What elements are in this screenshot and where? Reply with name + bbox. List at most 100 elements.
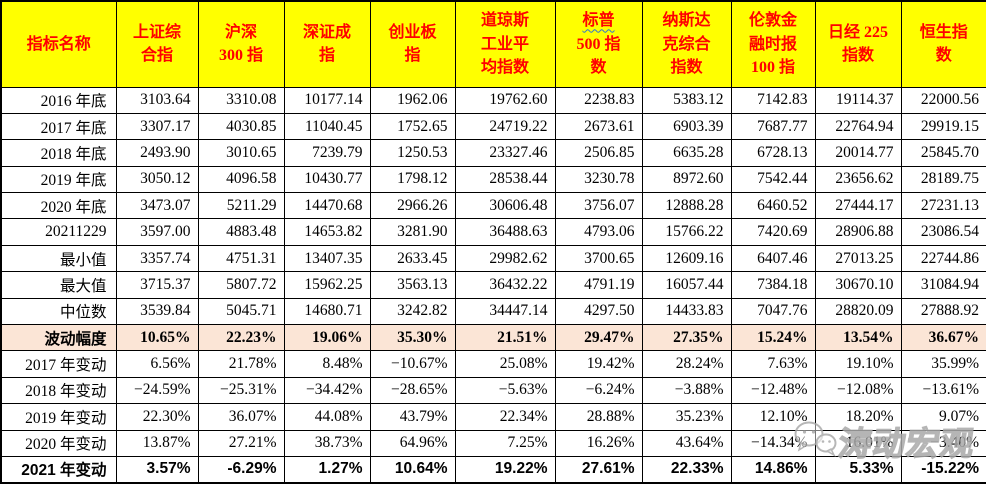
column-header-chinext: 创业板 指 bbox=[369, 0, 456, 88]
cell-chinext: 64.96% bbox=[369, 429, 456, 457]
cell-szse-component: 13407.35 bbox=[283, 244, 371, 273]
cell-dow-jones: 34447.14 bbox=[454, 297, 556, 326]
cell-nikkei-225: 19114.37 bbox=[814, 86, 902, 114]
cell-szse-component: 11040.45 bbox=[283, 112, 371, 141]
cell-sp-500: 27.61% bbox=[554, 455, 643, 484]
cell-szse-component: 10430.77 bbox=[283, 165, 371, 194]
cell-nikkei-225: 30670.10 bbox=[814, 271, 902, 299]
table-row: 波动幅度 10.65% 22.23% 19.06% 35.30% 21.51% 29.47%… bbox=[0, 324, 986, 352]
cell-chinext: −10.67% bbox=[369, 350, 456, 378]
cell-chinext: 3563.13 bbox=[369, 271, 456, 299]
cell-nasdaq: 14433.83 bbox=[641, 297, 732, 326]
table-row: 2018 年变动 −24.59% −25.31% −34.42% −28.65% −5.6… bbox=[0, 376, 986, 405]
cell-nikkei-225: 20014.77 bbox=[814, 139, 902, 167]
cell-nasdaq: −3.88% bbox=[641, 376, 732, 405]
cell-hang-seng: 36.67% bbox=[900, 324, 986, 352]
row-label: 2017 年变动 bbox=[0, 350, 117, 378]
cell-nikkei-225: 27013.25 bbox=[814, 244, 902, 273]
cell-sse-composite: 10.65% bbox=[115, 324, 199, 352]
cell-sp-500: 4793.06 bbox=[554, 218, 643, 246]
cell-dow-jones: 28538.44 bbox=[454, 165, 556, 194]
cell-szse-component: 38.73% bbox=[283, 429, 371, 457]
cell-ftse-100: −14.34% bbox=[730, 429, 816, 457]
table-row: 2020 年变动 13.87% 27.21% 38.73% 64.96% 7.25% 16.… bbox=[0, 429, 986, 457]
cell-csi-300: 5807.72 bbox=[197, 271, 285, 299]
row-label: 2020 年底 bbox=[0, 192, 117, 220]
cell-chinext: 1962.06 bbox=[369, 86, 456, 114]
cell-ftse-100: 6407.46 bbox=[730, 244, 816, 273]
column-header-label: 500 指 数 bbox=[576, 35, 621, 76]
cell-dow-jones: 21.51% bbox=[454, 324, 556, 352]
cell-sse-composite: 6.56% bbox=[115, 350, 199, 378]
corner-header: 指标名称 bbox=[0, 0, 117, 88]
cell-szse-component: 10177.14 bbox=[283, 86, 371, 114]
table-row: 中位数 3539.84 5045.71 14680.71 3242.82 34447.14… bbox=[0, 297, 986, 326]
cell-sse-composite: 13.87% bbox=[115, 429, 199, 457]
cell-hang-seng: 28189.75 bbox=[900, 165, 986, 194]
cell-ftse-100: 6460.52 bbox=[730, 192, 816, 220]
row-label: 2017 年底 bbox=[0, 112, 117, 141]
cell-chinext: 3242.82 bbox=[369, 297, 456, 326]
cell-dow-jones: 36432.22 bbox=[454, 271, 556, 299]
cell-sp-500: 29.47% bbox=[554, 324, 643, 352]
cell-nasdaq: 8972.60 bbox=[641, 165, 732, 194]
cell-csi-300: 3310.08 bbox=[197, 86, 285, 114]
cell-chinext: 2633.45 bbox=[369, 244, 456, 273]
column-header-dow-jones: 道琼斯 工业平 均指数 bbox=[454, 0, 556, 88]
cell-csi-300: 4030.85 bbox=[197, 112, 285, 141]
row-label: 2020 年变动 bbox=[0, 429, 117, 457]
cell-szse-component: 19.06% bbox=[283, 324, 371, 352]
cell-sse-composite: 3357.74 bbox=[115, 244, 199, 273]
cell-hang-seng: 22744.86 bbox=[900, 244, 986, 273]
cell-nikkei-225: 16.01% bbox=[814, 429, 902, 457]
cell-nikkei-225: 28906.88 bbox=[814, 218, 902, 246]
cell-ftse-100: 15.24% bbox=[730, 324, 816, 352]
cell-csi-300: 5045.71 bbox=[197, 297, 285, 326]
cell-nikkei-225: 5.33% bbox=[814, 455, 902, 484]
cell-szse-component: 14680.71 bbox=[283, 297, 371, 326]
cell-sse-composite: 3307.17 bbox=[115, 112, 199, 141]
column-header-csi-300: 沪深 300 指 bbox=[197, 0, 285, 88]
cell-csi-300: -6.29% bbox=[197, 455, 285, 484]
cell-sse-composite: −24.59% bbox=[115, 376, 199, 405]
row-label: 中位数 bbox=[0, 297, 117, 326]
cell-nasdaq: 12888.28 bbox=[641, 192, 732, 220]
row-label: 2016 年底 bbox=[0, 86, 117, 114]
cell-dow-jones: −5.63% bbox=[454, 376, 556, 405]
cell-dow-jones: 30606.48 bbox=[454, 192, 556, 220]
cell-chinext: 10.64% bbox=[369, 455, 456, 484]
cell-szse-component: 14653.82 bbox=[283, 218, 371, 246]
cell-hang-seng: 27231.13 bbox=[900, 192, 986, 220]
column-header-szse-component: 深证成 指 bbox=[283, 0, 371, 88]
cell-ftse-100: 7.63% bbox=[730, 350, 816, 378]
cell-sp-500: 3700.65 bbox=[554, 244, 643, 273]
cell-ftse-100: 7142.83 bbox=[730, 86, 816, 114]
cell-dow-jones: 25.08% bbox=[454, 350, 556, 378]
row-label: 2021 年变动 bbox=[0, 455, 117, 484]
column-header-ftse-100: 伦敦金 融时报 100 指 bbox=[730, 0, 816, 88]
cell-hang-seng: −3.40% bbox=[900, 429, 986, 457]
table-row: 2016 年底 3103.64 3310.08 10177.14 1962.06 1976… bbox=[0, 86, 986, 114]
cell-sp-500: 2673.61 bbox=[554, 112, 643, 141]
cell-nasdaq: 43.64% bbox=[641, 429, 732, 457]
cell-sp-500: 3230.78 bbox=[554, 165, 643, 194]
cell-ftse-100: 7384.18 bbox=[730, 271, 816, 299]
cell-csi-300: 22.23% bbox=[197, 324, 285, 352]
cell-nasdaq: 28.24% bbox=[641, 350, 732, 378]
cell-dow-jones: 19762.60 bbox=[454, 86, 556, 114]
cell-hang-seng: 22000.56 bbox=[900, 86, 986, 114]
table-row: 2021 年变动 3.57% -6.29% 1.27% 10.64% 19.22% 27.6… bbox=[0, 455, 986, 484]
cell-ftse-100: 7687.77 bbox=[730, 112, 816, 141]
row-label: 2018 年变动 bbox=[0, 376, 117, 405]
cell-sp-500: 2506.85 bbox=[554, 139, 643, 167]
cell-chinext: 35.30% bbox=[369, 324, 456, 352]
cell-nikkei-225: 27444.17 bbox=[814, 192, 902, 220]
cell-ftse-100: 12.10% bbox=[730, 403, 816, 431]
row-label: 波动幅度 bbox=[0, 324, 117, 352]
cell-sp-500: 2238.83 bbox=[554, 86, 643, 114]
cell-hang-seng: 23086.54 bbox=[900, 218, 986, 246]
cell-hang-seng: 27888.92 bbox=[900, 297, 986, 326]
cell-hang-seng: 29919.15 bbox=[900, 112, 986, 141]
cell-sp-500: 16.26% bbox=[554, 429, 643, 457]
cell-szse-component: 1.27% bbox=[283, 455, 371, 484]
